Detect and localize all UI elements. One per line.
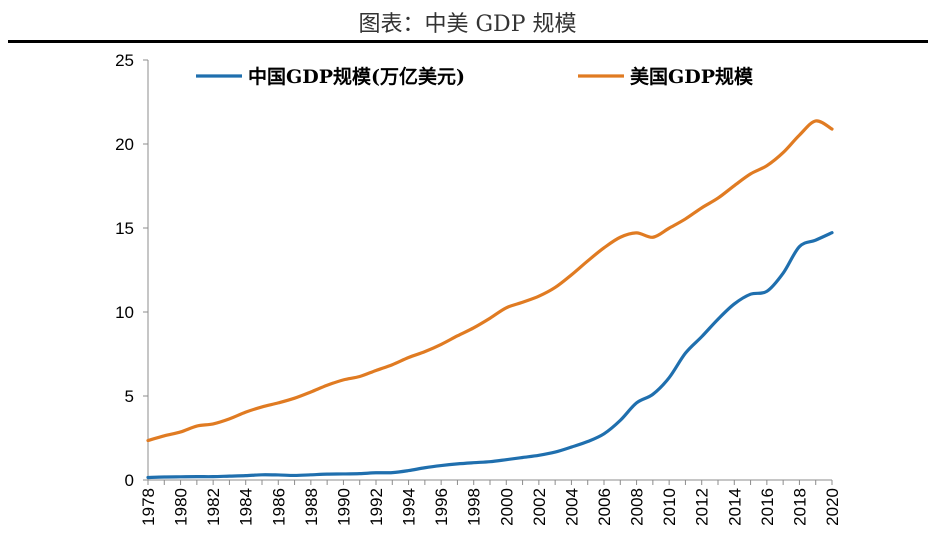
y-tick-label: 0 (125, 471, 134, 490)
x-tick-label: 2006 (595, 488, 614, 526)
x-tick-label: 1994 (400, 488, 419, 526)
x-tick-label: 1978 (139, 488, 158, 526)
x-tick-label: 1984 (237, 488, 256, 526)
x-tick-label: 1990 (334, 488, 353, 526)
y-tick-label: 25 (115, 51, 134, 70)
x-tick-label: 1996 (432, 488, 451, 526)
x-tick-label: 2002 (530, 488, 549, 526)
x-tick-label: 2018 (790, 488, 809, 526)
chart-legend: 中国GDP规模(万亿美元) 美国GDP规模 (196, 65, 754, 88)
x-tick-label: 2010 (660, 488, 679, 526)
chart-ticks: 0 5 10 15 20 25 1978 1980 1982 1984 1986 1988 1990 19… (115, 51, 842, 526)
chart-series (146, 119, 834, 480)
legend-label: 中国GDP规模(万亿美元) (248, 65, 465, 88)
y-tick-label: 5 (125, 387, 134, 406)
x-tick-label: 1982 (204, 488, 223, 526)
x-tick-label: 2008 (628, 488, 647, 526)
y-tick-label: 10 (115, 303, 134, 322)
series-line-usa (146, 119, 834, 443)
x-tick-label: 2014 (725, 488, 744, 526)
x-tick-label: 1998 (465, 488, 484, 526)
y-tick-label: 15 (115, 219, 134, 238)
series-line-china (146, 231, 834, 480)
x-tick-label: 1986 (269, 488, 288, 526)
x-tick-label: 2016 (758, 488, 777, 526)
x-tick-label: 1988 (302, 488, 321, 526)
page-title: 图表：中美 GDP 规模 (358, 12, 577, 37)
x-tick-label: 2012 (693, 488, 712, 526)
x-tick-label: 2004 (562, 488, 581, 526)
y-tick-label: 20 (115, 135, 134, 154)
chart-axes (147, 60, 832, 481)
header-rule (8, 40, 928, 43)
x-tick-label: 1980 (172, 488, 191, 526)
x-tick-label: 2000 (497, 488, 516, 526)
x-tick-label: 2020 (823, 488, 842, 526)
x-tick-label: 1992 (367, 488, 386, 526)
legend-label: 美国GDP规模 (630, 65, 754, 88)
